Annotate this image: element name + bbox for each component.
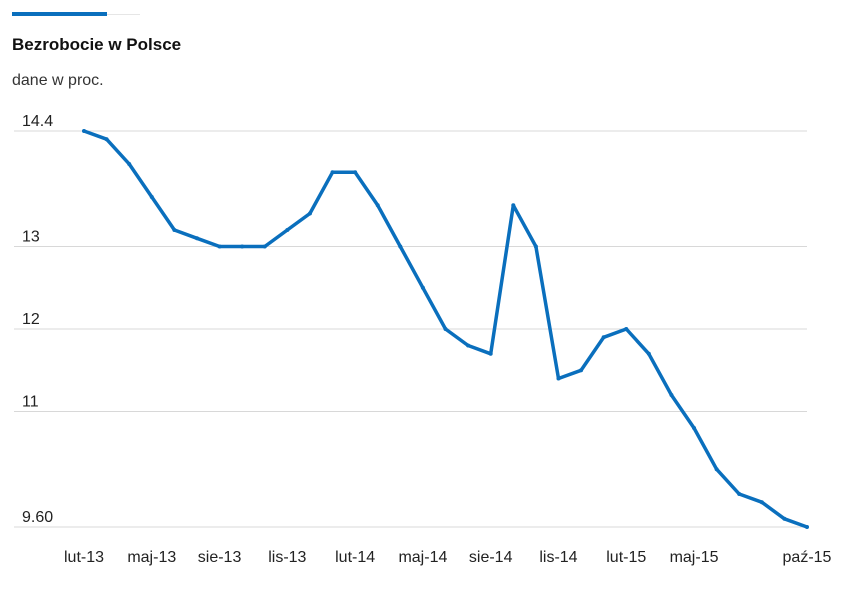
x-tick-label: maj-14 <box>398 549 447 566</box>
data-point <box>488 351 493 356</box>
data-point <box>262 244 267 249</box>
data-point <box>646 351 651 356</box>
y-axis: 14.4 13 12 11 9.60 <box>22 113 53 526</box>
data-point <box>330 170 335 175</box>
y-tick-label: 9.60 <box>22 509 53 526</box>
data-point <box>714 467 719 472</box>
data-point <box>194 236 199 241</box>
data-point <box>466 343 471 348</box>
data-point <box>217 244 222 249</box>
data-point <box>443 327 448 331</box>
x-tick-label: lis-13 <box>268 549 306 566</box>
data-point <box>172 228 177 232</box>
data-point <box>149 195 154 199</box>
x-tick-label: maj-13 <box>127 549 176 566</box>
data-point <box>398 244 403 249</box>
data-point <box>805 525 809 529</box>
data-point <box>240 244 245 249</box>
x-tick-label: paź-15 <box>783 549 832 566</box>
data-point <box>353 170 358 175</box>
x-tick-label: lut-14 <box>335 549 375 566</box>
chart-title: Bezrobocie w Polsce <box>12 35 182 54</box>
data-point <box>104 137 109 142</box>
chart-subtitle: dane w proc. <box>12 72 104 89</box>
data-point <box>669 393 674 397</box>
data-point <box>533 244 538 249</box>
y-tick-label: 12 <box>22 311 40 328</box>
data-point <box>375 203 380 208</box>
x-tick-label: lut-13 <box>64 549 104 566</box>
y-tick-label: 11 <box>22 394 39 411</box>
y-tick-label: 13 <box>22 229 40 246</box>
header-rule <box>107 14 140 15</box>
data-point <box>285 228 290 232</box>
y-tick-label: 14.4 <box>22 113 53 130</box>
data-point <box>127 162 132 166</box>
data-point <box>624 327 629 331</box>
x-tick-label: lis-14 <box>539 549 577 566</box>
data-point <box>737 492 742 496</box>
gridlines <box>14 130 807 528</box>
x-tick-label: maj-15 <box>670 549 719 566</box>
data-point <box>579 368 584 373</box>
data-point <box>759 500 764 505</box>
series-group <box>82 129 809 529</box>
x-axis: lut-13 maj-13 sie-13 lis-13 lut-14 maj-14 sie-… <box>64 549 832 566</box>
data-point <box>601 335 606 340</box>
x-tick-label: sie-14 <box>469 549 513 566</box>
data-point <box>420 285 425 290</box>
data-point <box>782 516 787 521</box>
data-point <box>692 426 697 430</box>
header-accent-bar <box>12 12 107 16</box>
data-point <box>556 376 561 381</box>
x-tick-label: lut-15 <box>606 549 646 566</box>
data-point <box>82 129 86 133</box>
x-tick-label: sie-13 <box>198 549 242 566</box>
data-point <box>307 211 312 216</box>
data-point <box>511 203 516 208</box>
